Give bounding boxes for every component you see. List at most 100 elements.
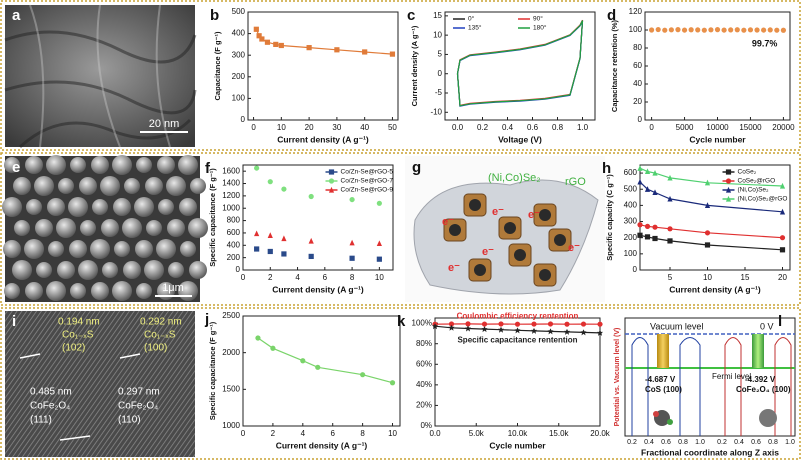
panel-label: a xyxy=(12,7,21,24)
marker xyxy=(779,247,786,253)
legend-label: Co/Zn-Se@rGO-9 xyxy=(341,187,394,194)
marker xyxy=(564,328,570,335)
x-tick-label: 4 xyxy=(295,273,300,282)
x-tick-label: 8 xyxy=(350,273,355,282)
marker xyxy=(349,255,355,261)
y-tick-label: 800 xyxy=(227,216,241,225)
particle xyxy=(91,156,109,174)
plot-frame xyxy=(242,164,394,271)
marker xyxy=(662,27,668,33)
image-label: Co₁₋ₓS xyxy=(62,330,94,341)
y-tick-label: 20% xyxy=(416,401,432,410)
annotation: 99.7% xyxy=(752,39,778,49)
particle xyxy=(123,261,141,279)
particle xyxy=(58,178,74,194)
marker xyxy=(644,186,651,192)
marker xyxy=(704,179,711,186)
legend-label: 0° xyxy=(468,15,475,23)
particle xyxy=(101,219,119,237)
particle xyxy=(190,178,206,194)
y-axis-label: Specific capacity (C g⁻¹) xyxy=(605,174,614,261)
particle-core xyxy=(469,199,481,211)
marker xyxy=(597,321,603,327)
particle xyxy=(179,198,197,216)
y-axis-label: Current density (A g⁻¹) xyxy=(410,25,419,106)
marker xyxy=(267,248,273,255)
marker xyxy=(432,323,438,330)
support-label: rGO xyxy=(565,176,586,188)
y-tick-label: 1400 xyxy=(222,179,240,188)
particle-core xyxy=(539,209,551,221)
particle xyxy=(4,283,20,299)
x-tick-label: 0.6 xyxy=(527,123,539,132)
particle xyxy=(25,282,43,300)
x-axis-label: Current density (A g⁻¹) xyxy=(277,134,369,144)
marker xyxy=(376,200,382,206)
y-tick-label: 600 xyxy=(624,168,638,177)
marker xyxy=(725,186,732,193)
panel-label: e xyxy=(12,159,20,176)
image-label: (110) xyxy=(118,415,141,426)
particle xyxy=(112,281,132,301)
particle-core xyxy=(449,224,461,236)
marker xyxy=(308,193,314,200)
y-axis-label: Capacitance (F g⁻¹) xyxy=(213,31,222,100)
y-tick-label: 15 xyxy=(433,11,442,20)
y-tick-label: 600 xyxy=(227,228,241,237)
marker xyxy=(652,224,658,230)
marker xyxy=(255,335,261,341)
x-tick-label: 15.0k xyxy=(549,429,570,438)
y-tick-label: 1500 xyxy=(222,384,240,393)
y-tick-label: 1200 xyxy=(222,191,240,200)
x-tick-label: 0.8 xyxy=(552,123,564,132)
particle xyxy=(2,197,22,217)
series-line xyxy=(255,29,393,55)
particle xyxy=(3,240,21,258)
electron: e⁻ xyxy=(568,242,580,254)
particle xyxy=(158,199,174,215)
particle xyxy=(156,239,176,259)
x-tick-label: 6 xyxy=(330,429,335,438)
x-tick-label: 15 xyxy=(741,273,750,282)
marker xyxy=(637,232,643,238)
y-tick-label: 400 xyxy=(227,240,241,249)
image-label: (100) xyxy=(144,343,167,354)
x-axis-label: Cycle number xyxy=(489,440,546,450)
plot-frame xyxy=(434,317,601,427)
marker xyxy=(308,253,314,260)
energy-diagram: l Vacuum level 0 V Fermi level -4.687 V … xyxy=(614,313,796,457)
particle xyxy=(14,220,30,236)
particle xyxy=(25,156,43,174)
legend-label: Co/Zn-Se@rGO-7 xyxy=(341,178,394,185)
x-axis-label: Current density (A g⁻¹) xyxy=(276,440,368,450)
marker xyxy=(637,178,643,185)
particle xyxy=(90,239,110,259)
row-border xyxy=(0,307,801,460)
x-tick-label: 5 xyxy=(668,273,673,282)
tick-label: 0.2 xyxy=(627,439,637,446)
marker xyxy=(652,235,658,242)
marker xyxy=(498,326,504,333)
particle xyxy=(47,198,65,216)
marker xyxy=(668,27,674,33)
marker xyxy=(648,27,655,33)
particle xyxy=(46,281,66,301)
marker xyxy=(308,237,314,244)
marker xyxy=(695,27,701,33)
x-tick-label: 0 xyxy=(241,273,246,282)
electron: e⁻ xyxy=(448,262,460,274)
marker xyxy=(376,240,382,247)
y-tick-label: -10 xyxy=(430,107,442,116)
particle-core xyxy=(554,234,566,246)
marker xyxy=(254,246,260,252)
marker xyxy=(349,239,355,246)
x-tick-label: 20.0k xyxy=(590,429,611,438)
legend-label: 180° xyxy=(533,24,547,32)
marker xyxy=(498,321,504,327)
marker xyxy=(667,238,673,244)
marker xyxy=(328,186,335,193)
marker xyxy=(667,174,673,181)
marker xyxy=(465,321,471,327)
particle xyxy=(79,177,97,195)
y-tick-label: 100 xyxy=(232,94,246,103)
